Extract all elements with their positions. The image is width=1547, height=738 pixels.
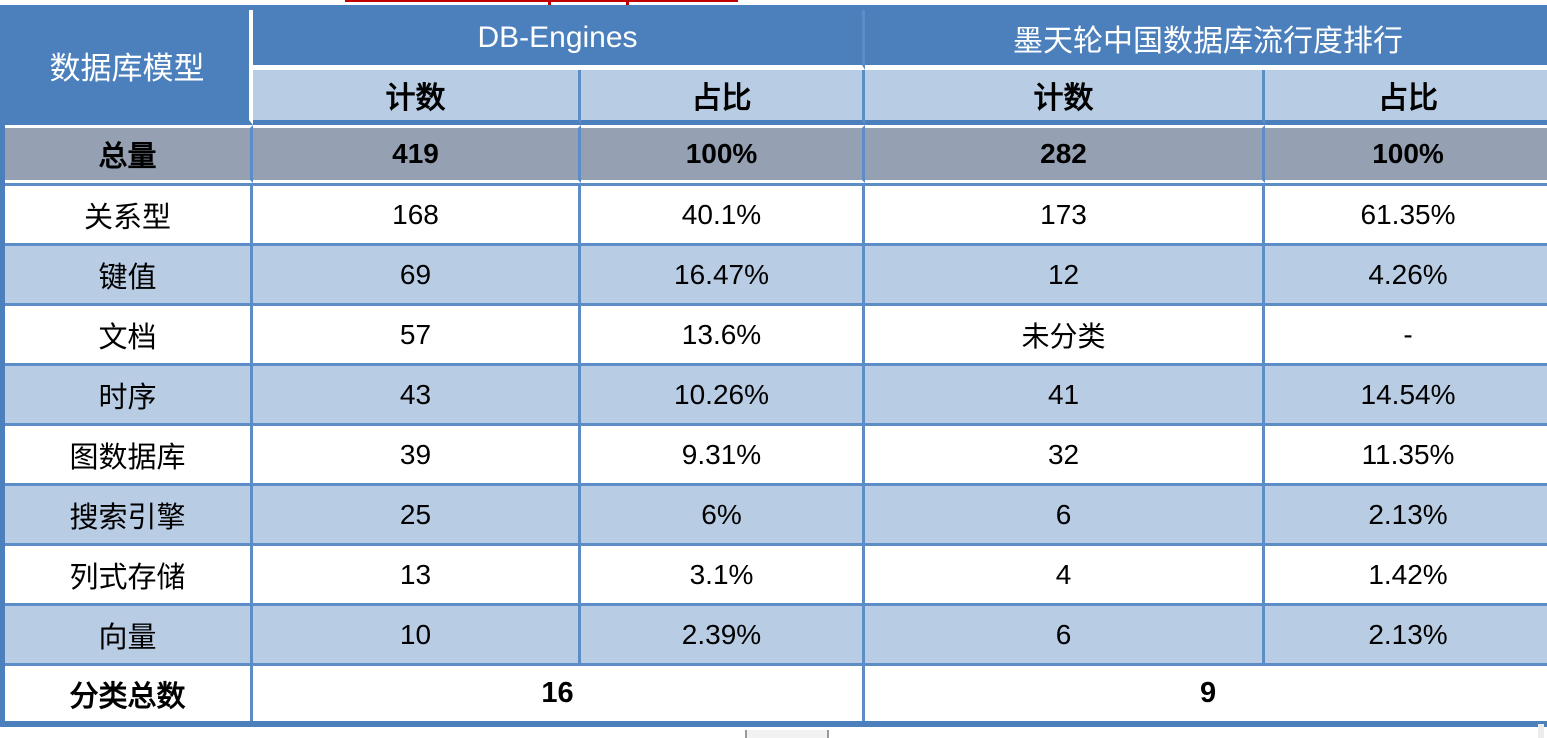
- group-header-row: 数据库模型 DB-Engines 墨天轮中国数据库流行度排行: [5, 10, 1547, 125]
- cell-modb-count: 41: [865, 366, 1266, 426]
- table-row: 向量 10 2.39% 6 2.13%: [5, 606, 1547, 666]
- cell-total-modb-share: 100%: [1265, 125, 1547, 183]
- cell-modb-count: 4: [865, 546, 1266, 606]
- cell-modb-count: 12: [865, 246, 1266, 306]
- cell-db-share: 10.26%: [581, 366, 866, 426]
- cell-total-modb-count: 282: [865, 125, 1266, 183]
- row-label-category-total: 分类总数: [5, 666, 253, 721]
- cell-db-count: 13: [253, 546, 581, 606]
- cell-db-share: 13.6%: [581, 306, 866, 366]
- row-label: 时序: [5, 366, 253, 426]
- row-label: 关系型: [5, 183, 253, 246]
- cell-modb-count: 32: [865, 426, 1266, 486]
- cell-modb-share: 1.42%: [1265, 546, 1547, 606]
- cell-modb-share: -: [1265, 306, 1547, 366]
- database-model-comparison-table: 数据库模型 DB-Engines 墨天轮中国数据库流行度排行 计数 占比 计数 …: [0, 5, 1547, 727]
- cell-modb-share: 11.35%: [1265, 426, 1547, 486]
- total-row: 总量 419 100% 282 100%: [5, 125, 1547, 183]
- cell-db-share: 2.39%: [581, 606, 866, 666]
- cell-modb-share: 14.54%: [1265, 366, 1547, 426]
- table-row: 时序 43 10.26% 41 14.54%: [5, 366, 1547, 426]
- cropped-red-underline-artifact: [548, 2, 551, 5]
- group-header-modb: 墨天轮中国数据库流行度排行: [865, 10, 1547, 70]
- cell-db-share: 16.47%: [581, 246, 866, 306]
- corner-header-cell: 数据库模型: [5, 10, 253, 125]
- cell-db-count: 69: [253, 246, 581, 306]
- table-row: 关系型 168 40.1% 173 61.35%: [5, 183, 1547, 246]
- row-label: 列式存储: [5, 546, 253, 606]
- group-header-db-engines: DB-Engines: [253, 10, 866, 70]
- cell-modb-count: 6: [865, 486, 1266, 546]
- cell-db-count: 168: [253, 183, 581, 246]
- cell-modb-share: 2.13%: [1265, 486, 1547, 546]
- cell-db-count: 43: [253, 366, 581, 426]
- row-label: 搜索引擎: [5, 486, 253, 546]
- cell-modb-count: 173: [865, 183, 1266, 246]
- subheader-share-db: 占比: [581, 70, 866, 125]
- cell-modb-share: 61.35%: [1265, 183, 1547, 246]
- cell-db-count: 10: [253, 606, 581, 666]
- subheader-share-modb: 占比: [1265, 70, 1547, 125]
- cell-db-count: 57: [253, 306, 581, 366]
- row-label: 向量: [5, 606, 253, 666]
- cell-db-share: 9.31%: [581, 426, 866, 486]
- table-row: 图数据库 39 9.31% 32 11.35%: [5, 426, 1547, 486]
- cell-modb-share: 4.26%: [1265, 246, 1547, 306]
- table-row: 列式存储 13 3.1% 4 1.42%: [5, 546, 1547, 606]
- summary-row: 分类总数 16 9: [5, 666, 1547, 721]
- cell-modb-count: 6: [865, 606, 1266, 666]
- row-label: 图数据库: [5, 426, 253, 486]
- table-row: 文档 57 13.6% 未分类 -: [5, 306, 1547, 366]
- cropped-scrollbar-artifact: [745, 730, 829, 738]
- cropped-red-underline-artifact: [626, 2, 629, 5]
- row-label: 键值: [5, 246, 253, 306]
- subheader-count-db: 计数: [253, 70, 581, 125]
- cell-db-count: 39: [253, 426, 581, 486]
- cropped-edge-artifact: [1538, 724, 1544, 738]
- table-row: 搜索引擎 25 6% 6 2.13%: [5, 486, 1547, 546]
- cell-total-db-share: 100%: [581, 125, 866, 183]
- cell-db-share: 3.1%: [581, 546, 866, 606]
- cell-db-count: 25: [253, 486, 581, 546]
- cell-category-total-db: 16: [253, 666, 866, 721]
- cropped-red-underline-artifact: [345, 0, 738, 2]
- sub-header-row: 计数 占比 计数 占比: [5, 70, 1547, 125]
- subheader-count-modb: 计数: [865, 70, 1266, 125]
- cell-total-db-count: 419: [253, 125, 581, 183]
- cell-modb-share: 2.13%: [1265, 606, 1547, 666]
- cell-db-share: 6%: [581, 486, 866, 546]
- row-label-total: 总量: [5, 125, 253, 183]
- cell-modb-count: 未分类: [865, 306, 1266, 366]
- cell-db-share: 40.1%: [581, 183, 866, 246]
- row-label: 文档: [5, 306, 253, 366]
- cell-category-total-modb: 9: [865, 666, 1547, 721]
- table-row: 键值 69 16.47% 12 4.26%: [5, 246, 1547, 306]
